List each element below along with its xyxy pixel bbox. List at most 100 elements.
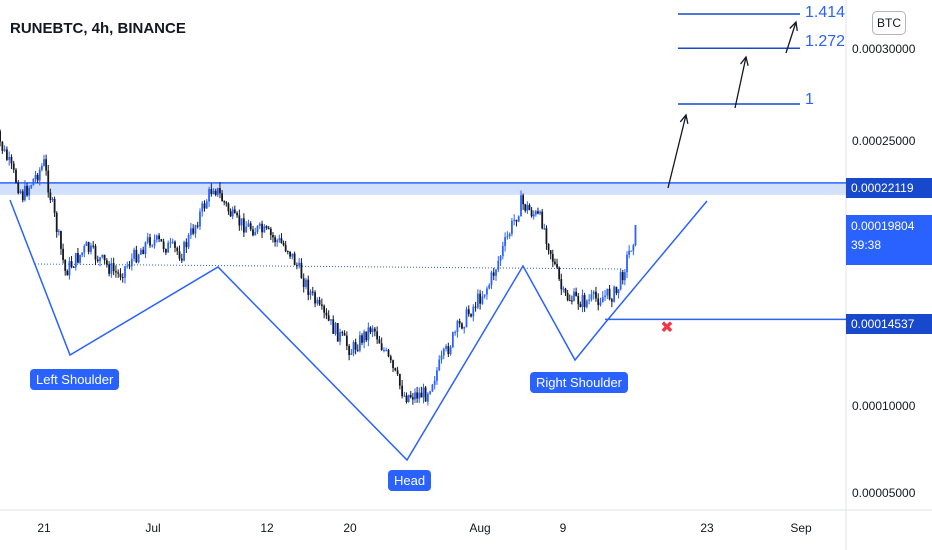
x-tick-label: 21 — [37, 521, 51, 535]
candle-body — [426, 393, 429, 402]
bar-countdown: 39:38 — [851, 238, 882, 252]
last-price-tag: 0.00019804 39:38 — [846, 215, 932, 265]
candle-body — [511, 220, 513, 234]
candle-body — [623, 272, 626, 281]
currency-badge[interactable]: BTC — [872, 11, 906, 35]
candle-body — [149, 237, 151, 246]
candle-body — [389, 356, 392, 361]
candle-body — [431, 384, 434, 392]
candle-body — [169, 242, 172, 244]
candle-body — [126, 265, 129, 267]
candle-body — [167, 242, 170, 253]
candle-body — [302, 278, 305, 287]
candle-body — [632, 245, 635, 251]
candle-body — [60, 231, 62, 249]
candle-body — [26, 185, 28, 196]
candle-body — [497, 260, 500, 270]
right-shoulder-label[interactable]: Right Shoulder — [530, 372, 628, 393]
candle-body — [472, 306, 475, 317]
candle-body — [345, 335, 348, 346]
candle-body — [579, 304, 582, 307]
target-arrow-head — [789, 20, 798, 32]
candle-body — [547, 243, 550, 251]
candle-body — [64, 259, 67, 271]
candle-body — [566, 293, 569, 301]
candle-body — [105, 260, 108, 265]
candle-body — [92, 245, 95, 247]
x-tick-label: 20 — [343, 521, 357, 535]
candle-body — [474, 306, 477, 308]
candle-body — [40, 165, 43, 170]
candle-body — [199, 211, 201, 227]
candle-body — [247, 223, 250, 227]
candle-body — [225, 202, 228, 204]
candle-body — [354, 342, 357, 350]
candle-body — [595, 291, 597, 299]
candle-body — [146, 237, 149, 243]
candle-body — [238, 215, 241, 226]
candle-body — [79, 254, 81, 263]
candle-body — [541, 211, 544, 229]
candle-body — [233, 209, 236, 214]
candle-body — [504, 237, 506, 246]
candle-body — [30, 185, 33, 188]
target-arrow-head — [739, 55, 749, 66]
candle-body — [604, 295, 606, 298]
candle-body — [99, 257, 101, 262]
target-arrow — [785, 21, 797, 54]
candle-body — [365, 331, 368, 341]
candle-body — [83, 246, 86, 253]
candle-body — [300, 262, 303, 279]
candle-body — [363, 331, 366, 343]
candle-body — [201, 203, 204, 212]
candle-body — [272, 235, 274, 238]
candle-body — [28, 187, 31, 196]
candle-body — [176, 247, 179, 252]
x-tick-label: Aug — [469, 521, 491, 535]
candle-body — [85, 242, 88, 247]
candle-body — [608, 288, 611, 300]
candle-body — [249, 223, 252, 230]
candle-body — [205, 201, 208, 209]
candle-body — [385, 349, 388, 351]
candle-body — [174, 241, 176, 248]
candle-body — [488, 285, 491, 289]
candle-body — [280, 238, 283, 244]
candle-body — [90, 245, 92, 252]
candle-body — [323, 305, 326, 313]
candle-body — [256, 225, 259, 233]
candle-body — [87, 242, 90, 252]
candle-body — [36, 174, 39, 181]
candle-body — [178, 251, 181, 259]
resistance-price-tag: 0.00022119 — [846, 178, 932, 198]
candle-body — [51, 198, 54, 200]
candle-body — [568, 300, 571, 302]
x-tick-label: 23 — [700, 521, 714, 535]
head-label[interactable]: Head — [388, 470, 432, 491]
candle-body — [258, 223, 261, 226]
fib-level-label: 1 — [805, 91, 814, 108]
candle-body — [284, 245, 287, 252]
candle-body — [311, 291, 314, 293]
candle-body — [187, 235, 190, 248]
stop-price-tag: 0.00014537 — [846, 314, 932, 334]
candle-body — [212, 190, 215, 194]
resistance-zone — [0, 182, 846, 195]
candle-body — [1, 141, 4, 151]
candle-body — [396, 370, 399, 375]
candle-body — [336, 323, 339, 342]
candle-body — [376, 331, 379, 340]
left-shoulder-label[interactable]: Left Shoulder — [30, 369, 120, 390]
candle-body — [492, 272, 495, 276]
candle-body — [537, 211, 539, 214]
candle-body — [440, 355, 443, 360]
candle-body — [508, 233, 511, 237]
candle-body — [549, 250, 552, 255]
candle-body — [341, 332, 344, 334]
candle-body — [245, 226, 248, 233]
candle-body — [461, 323, 463, 329]
candle-body — [276, 240, 279, 243]
candle-body — [543, 228, 546, 230]
candle-body — [189, 228, 192, 236]
